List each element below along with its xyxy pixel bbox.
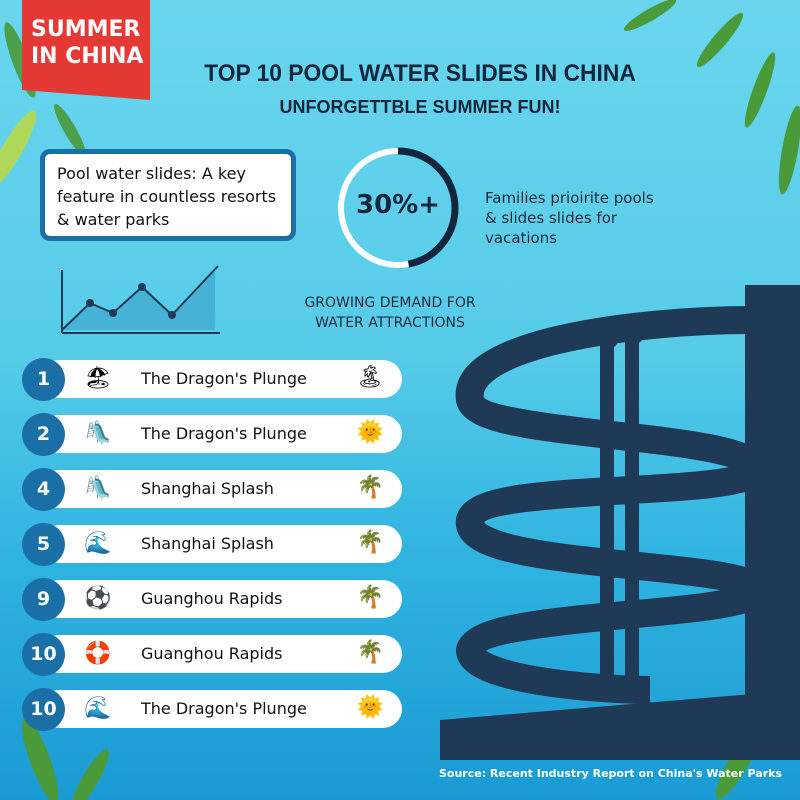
slide-name: The Dragon's Plunge <box>141 699 307 718</box>
source-note: Source: Recent Industry Report on China'… <box>438 767 782 780</box>
leaves-top-right-icon <box>623 0 800 195</box>
sun-icon: 🌞 <box>356 695 384 720</box>
list-item: 9 ⚽ Guanghou Rapids 🌴 <box>22 578 402 621</box>
pool-float-icon: 🛟 <box>84 641 112 666</box>
summer-in-china-banner: SUMMER IN CHINA <box>22 0 150 100</box>
slide-sun-icon: 🛝 <box>84 476 112 501</box>
list-item: 10 🛟 Guanghou Rapids 🌴 <box>22 633 402 676</box>
rank-badge: 5 <box>22 523 65 566</box>
slide-name: The Dragon's Plunge <box>141 424 307 443</box>
demand-caption: GROWING DEMAND FOR WATER ATTRACTIONS <box>304 295 476 331</box>
list-item: 4 🛝 Shanghai Splash 🌴 <box>22 468 402 511</box>
key-feature-box: Pool water slides: A key feature in coun… <box>40 149 296 241</box>
list-item: 1 🏖 The Dragon's Plunge 🏝 <box>22 358 402 401</box>
list-item: 5 🌊 Shanghai Splash 🌴 <box>22 523 402 566</box>
list-item-pill <box>40 470 402 508</box>
slide-name: Guanghou Rapids <box>141 589 283 608</box>
slide-icon: 🛝 <box>84 421 112 446</box>
list-item: 10 🌊 The Dragon's Plunge 🌞 <box>22 688 402 731</box>
splash-pool-icon: 🌊 <box>84 531 112 556</box>
progress-ring-arc <box>337 147 459 269</box>
rank-badge: 1 <box>22 358 65 401</box>
water-slide-silhouette <box>440 285 800 760</box>
palm-island-icon: 🏝 <box>356 365 384 390</box>
palm-tree-icon: 🌴 <box>356 640 384 665</box>
pool-house-icon: 🏖 <box>84 366 112 391</box>
list-item-pill <box>40 635 402 673</box>
slide-name: Shanghai Splash <box>141 534 274 553</box>
wave-pool-icon: 🌊 <box>84 696 112 721</box>
slide-name: The Dragon's Plunge <box>141 369 307 388</box>
slide-name: Shanghai Splash <box>141 479 274 498</box>
palm-tree-icon: 🌴 <box>356 530 384 555</box>
sun-icon: 🌞 <box>356 420 384 445</box>
list-item-pill <box>40 580 402 618</box>
rank-badge: 2 <box>22 413 65 456</box>
progress-ring <box>337 147 459 269</box>
stat-description: Families prioirite pools & slides slides… <box>485 189 654 247</box>
slide-name: Guanghou Rapids <box>141 644 283 663</box>
beach-ball-icon: ⚽ <box>84 586 112 611</box>
trend-chart-icon <box>61 265 220 334</box>
stat-value: 30%+ <box>355 190 441 220</box>
list-item-pill <box>40 360 402 398</box>
palm-tree-icon: 🌴 <box>356 585 384 610</box>
list-item-pill <box>40 690 402 728</box>
rank-badge: 4 <box>22 468 65 511</box>
rank-badge: 10 <box>22 688 65 731</box>
list-item: 2 🛝 The Dragon's Plunge 🌞 <box>22 413 402 456</box>
list-item-pill <box>40 415 402 453</box>
page-title: TOP 10 POOL WATER SLIDES IN CHINA <box>204 60 636 87</box>
rank-badge: 10 <box>22 633 65 676</box>
rank-badge: 9 <box>22 578 65 621</box>
list-item-pill <box>40 525 402 563</box>
page-subtitle: UNFORGETTBLE SUMMER FUN! <box>279 97 561 117</box>
palm-tree-icon: 🌴 <box>356 475 384 500</box>
